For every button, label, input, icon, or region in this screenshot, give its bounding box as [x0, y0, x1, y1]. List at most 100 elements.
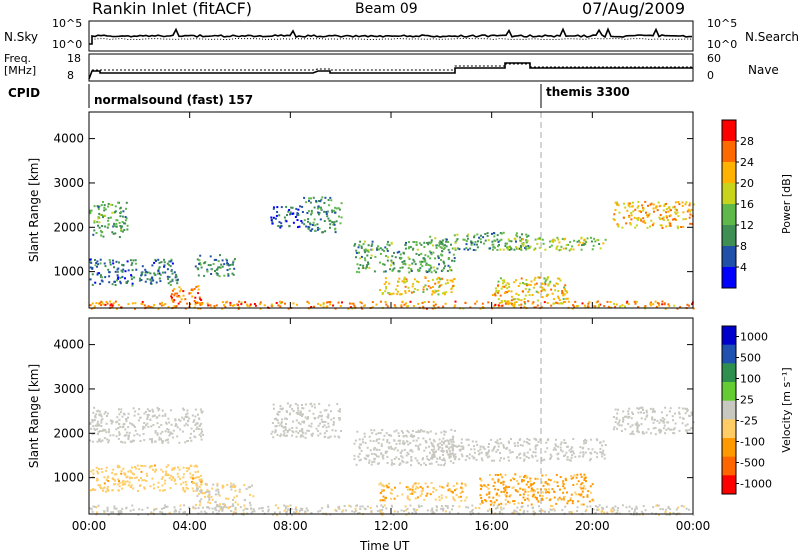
data-cell — [525, 483, 528, 486]
data-cell — [142, 427, 145, 430]
data-cell — [383, 504, 386, 507]
data-cell — [193, 465, 196, 468]
data-cell — [523, 305, 526, 308]
data-cell — [314, 406, 316, 409]
data-cell — [636, 427, 639, 430]
data-cell — [118, 221, 121, 224]
data-cell — [512, 500, 515, 503]
data-cell — [311, 434, 314, 437]
data-cell — [363, 457, 366, 460]
data-cell — [126, 280, 129, 283]
data-cell — [101, 418, 104, 421]
data-cell — [493, 459, 496, 462]
data-cell — [549, 240, 552, 243]
data-cell — [411, 512, 414, 514]
data-cell — [96, 422, 99, 425]
data-cell — [101, 276, 103, 279]
data-cell — [528, 294, 531, 297]
data-cell — [195, 487, 198, 490]
data-cell — [582, 487, 585, 490]
data-cell — [103, 209, 106, 212]
data-cell — [525, 233, 528, 236]
data-cell — [184, 480, 187, 483]
data-cell — [664, 406, 667, 409]
data-cell — [485, 454, 488, 457]
data-cell — [494, 507, 497, 510]
data-cell — [492, 448, 495, 451]
data-cell — [217, 266, 220, 269]
data-cell — [161, 301, 164, 304]
data-cell — [334, 307, 337, 310]
data-cell — [442, 509, 445, 512]
data-cell — [650, 304, 653, 307]
data-cell — [171, 432, 174, 435]
data-cell — [483, 448, 486, 451]
data-cell — [167, 278, 170, 281]
data-cell — [534, 247, 537, 250]
data-cell — [438, 456, 441, 459]
data-cell — [581, 455, 584, 458]
data-cell — [674, 412, 676, 415]
data-cell — [400, 304, 403, 307]
colorbar-segment — [722, 204, 736, 226]
data-cell — [405, 513, 408, 516]
data-cell — [114, 479, 116, 482]
data-cell — [438, 244, 441, 247]
data-cell — [377, 248, 380, 251]
data-cell — [525, 455, 528, 458]
data-cell — [635, 513, 638, 516]
data-cell — [437, 443, 440, 446]
data-cell — [113, 222, 116, 225]
data-cell — [301, 404, 303, 406]
data-cell — [464, 483, 467, 486]
data-cell — [379, 491, 382, 494]
data-cell — [691, 411, 694, 414]
data-cell — [559, 279, 562, 282]
data-cell — [516, 298, 519, 301]
data-cell — [161, 442, 164, 444]
data-cell — [258, 507, 261, 510]
data-cell — [329, 303, 331, 306]
data-cell — [625, 301, 628, 304]
data-cell — [117, 201, 120, 204]
data-cell — [281, 425, 283, 428]
data-cell — [134, 307, 136, 310]
data-cell — [662, 216, 665, 219]
data-cell — [429, 493, 432, 496]
y-tick-label: 4000 — [53, 338, 84, 352]
data-cell — [576, 473, 579, 476]
data-cell — [678, 203, 681, 206]
data-cell — [425, 307, 428, 310]
data-cell — [132, 259, 135, 262]
data-cell — [163, 265, 166, 268]
data-cell — [373, 447, 376, 450]
data-cell — [153, 274, 156, 277]
data-cell — [129, 422, 132, 425]
data-cell — [151, 277, 154, 280]
data-cell — [363, 249, 366, 252]
data-cell — [523, 297, 526, 300]
data-cell — [115, 260, 118, 263]
data-cell — [663, 424, 666, 427]
x-tick-label: 00:00 — [676, 519, 711, 533]
data-cell — [121, 270, 124, 273]
data-cell — [156, 432, 159, 435]
data-cell — [205, 512, 208, 515]
data-cell — [104, 411, 107, 413]
data-cell — [562, 491, 565, 494]
data-cell — [176, 472, 179, 475]
data-cell — [497, 240, 500, 243]
data-cell — [307, 225, 310, 228]
data-cell — [496, 449, 499, 451]
data-cell — [279, 405, 282, 407]
data-cell — [494, 239, 497, 242]
data-cell — [239, 506, 242, 509]
data-cell — [410, 464, 412, 467]
data-cell — [669, 512, 671, 514]
data-cell — [380, 484, 383, 487]
data-cell — [671, 218, 674, 221]
data-cell — [671, 415, 674, 418]
data-cell — [497, 480, 500, 483]
data-cell — [609, 301, 612, 303]
data-cell — [508, 495, 511, 498]
